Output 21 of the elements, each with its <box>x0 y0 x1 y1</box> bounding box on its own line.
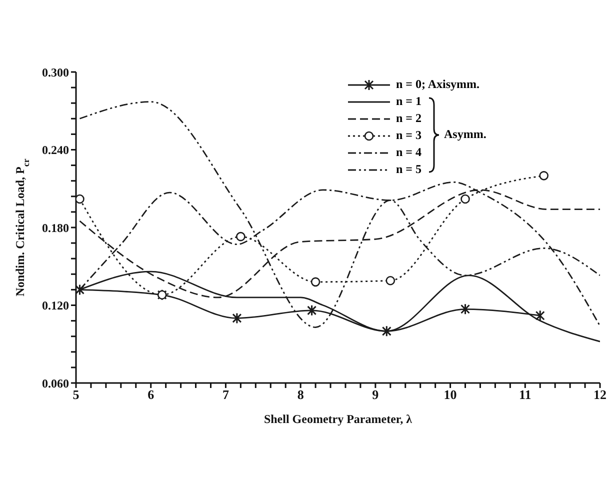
y-tick-label: 0.060 <box>42 376 69 390</box>
legend-label: n = 4 <box>396 144 422 161</box>
y-tick-label: 0.120 <box>42 298 69 313</box>
x-tick-label: 11 <box>518 387 532 402</box>
x-axis-title: Shell Geometry Parameter, λ <box>264 412 412 426</box>
x-tick-label: 12 <box>594 387 606 402</box>
x-tick-label: 7 <box>222 387 230 402</box>
x-tick-label: 9 <box>372 387 380 402</box>
x-tick-label: 5 <box>72 387 80 402</box>
x-tick-label: 10 <box>444 387 457 402</box>
y-tick-label: 0.180 <box>42 220 69 235</box>
annotation: Asymm. <box>444 127 486 142</box>
x-tick-label: 8 <box>297 387 304 402</box>
legend-label: n = 5 <box>396 161 422 178</box>
legend-label: n = 3 <box>396 127 422 144</box>
legend-label: n = 1 <box>396 93 422 110</box>
y-tick-label: 0.300 <box>42 65 69 80</box>
legend-label: n = 2 <box>396 110 422 127</box>
legend-label: n = 0; Axisymm. <box>396 76 480 93</box>
x-tick-label: 6 <box>148 387 155 402</box>
y-tick-label: 0.240 <box>42 143 69 158</box>
